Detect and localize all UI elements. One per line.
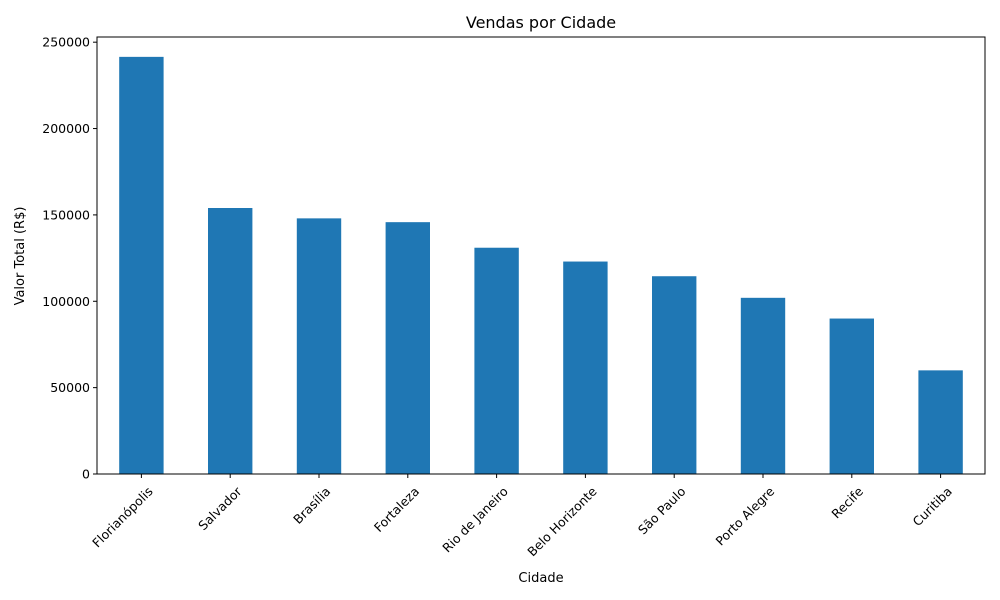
bar-8 <box>829 318 874 474</box>
x-tick-label-0: Florianópolis <box>89 484 156 551</box>
bar-4 <box>474 247 519 474</box>
bar-0 <box>119 56 164 474</box>
x-tick-label-1: Salvador <box>195 483 245 533</box>
bar-9 <box>918 370 963 474</box>
bar-1 <box>208 208 253 474</box>
x-tick-label-5: Belo Horizonte <box>524 483 600 559</box>
y-tick-label-3: 150000 <box>42 207 90 222</box>
bar-7 <box>740 297 786 474</box>
bar-5 <box>563 261 608 474</box>
y-tick-label-0: 0 <box>82 467 90 482</box>
bars-group <box>119 56 963 474</box>
x-tick-label-9: Curitiba <box>909 484 954 529</box>
x-tick-label-7: Porto Alegre <box>713 483 778 548</box>
x-tick-label-3: Fortaleza <box>371 484 422 535</box>
bar-3 <box>385 222 430 474</box>
x-tick-label-2: Brasília <box>290 484 333 527</box>
y-tick-label-1: 50000 <box>50 380 90 395</box>
y-tick-label-2: 100000 <box>42 294 90 309</box>
chart-title: Vendas por Cidade <box>466 13 616 32</box>
y-tick-label-4: 200000 <box>42 121 90 136</box>
x-tick-label-4: Rio de Janeiro <box>439 484 511 556</box>
plot-frame <box>96 36 986 475</box>
bar-6 <box>652 276 697 474</box>
y-axis-label: Valor Total (R$) <box>13 207 28 306</box>
x-axis: Florianópolis Salvador Brasília Fortaleza Ri… <box>89 474 955 559</box>
y-tick-label-5: 250000 <box>42 35 90 50</box>
x-tick-label-8: Recife <box>828 483 866 521</box>
x-tick-label-6: São Paulo <box>635 484 689 538</box>
x-axis-label: Cidade <box>518 571 563 586</box>
y-axis: 0 50000 100000 150000 200000 250000 <box>42 35 97 482</box>
bar-2 <box>296 218 342 474</box>
